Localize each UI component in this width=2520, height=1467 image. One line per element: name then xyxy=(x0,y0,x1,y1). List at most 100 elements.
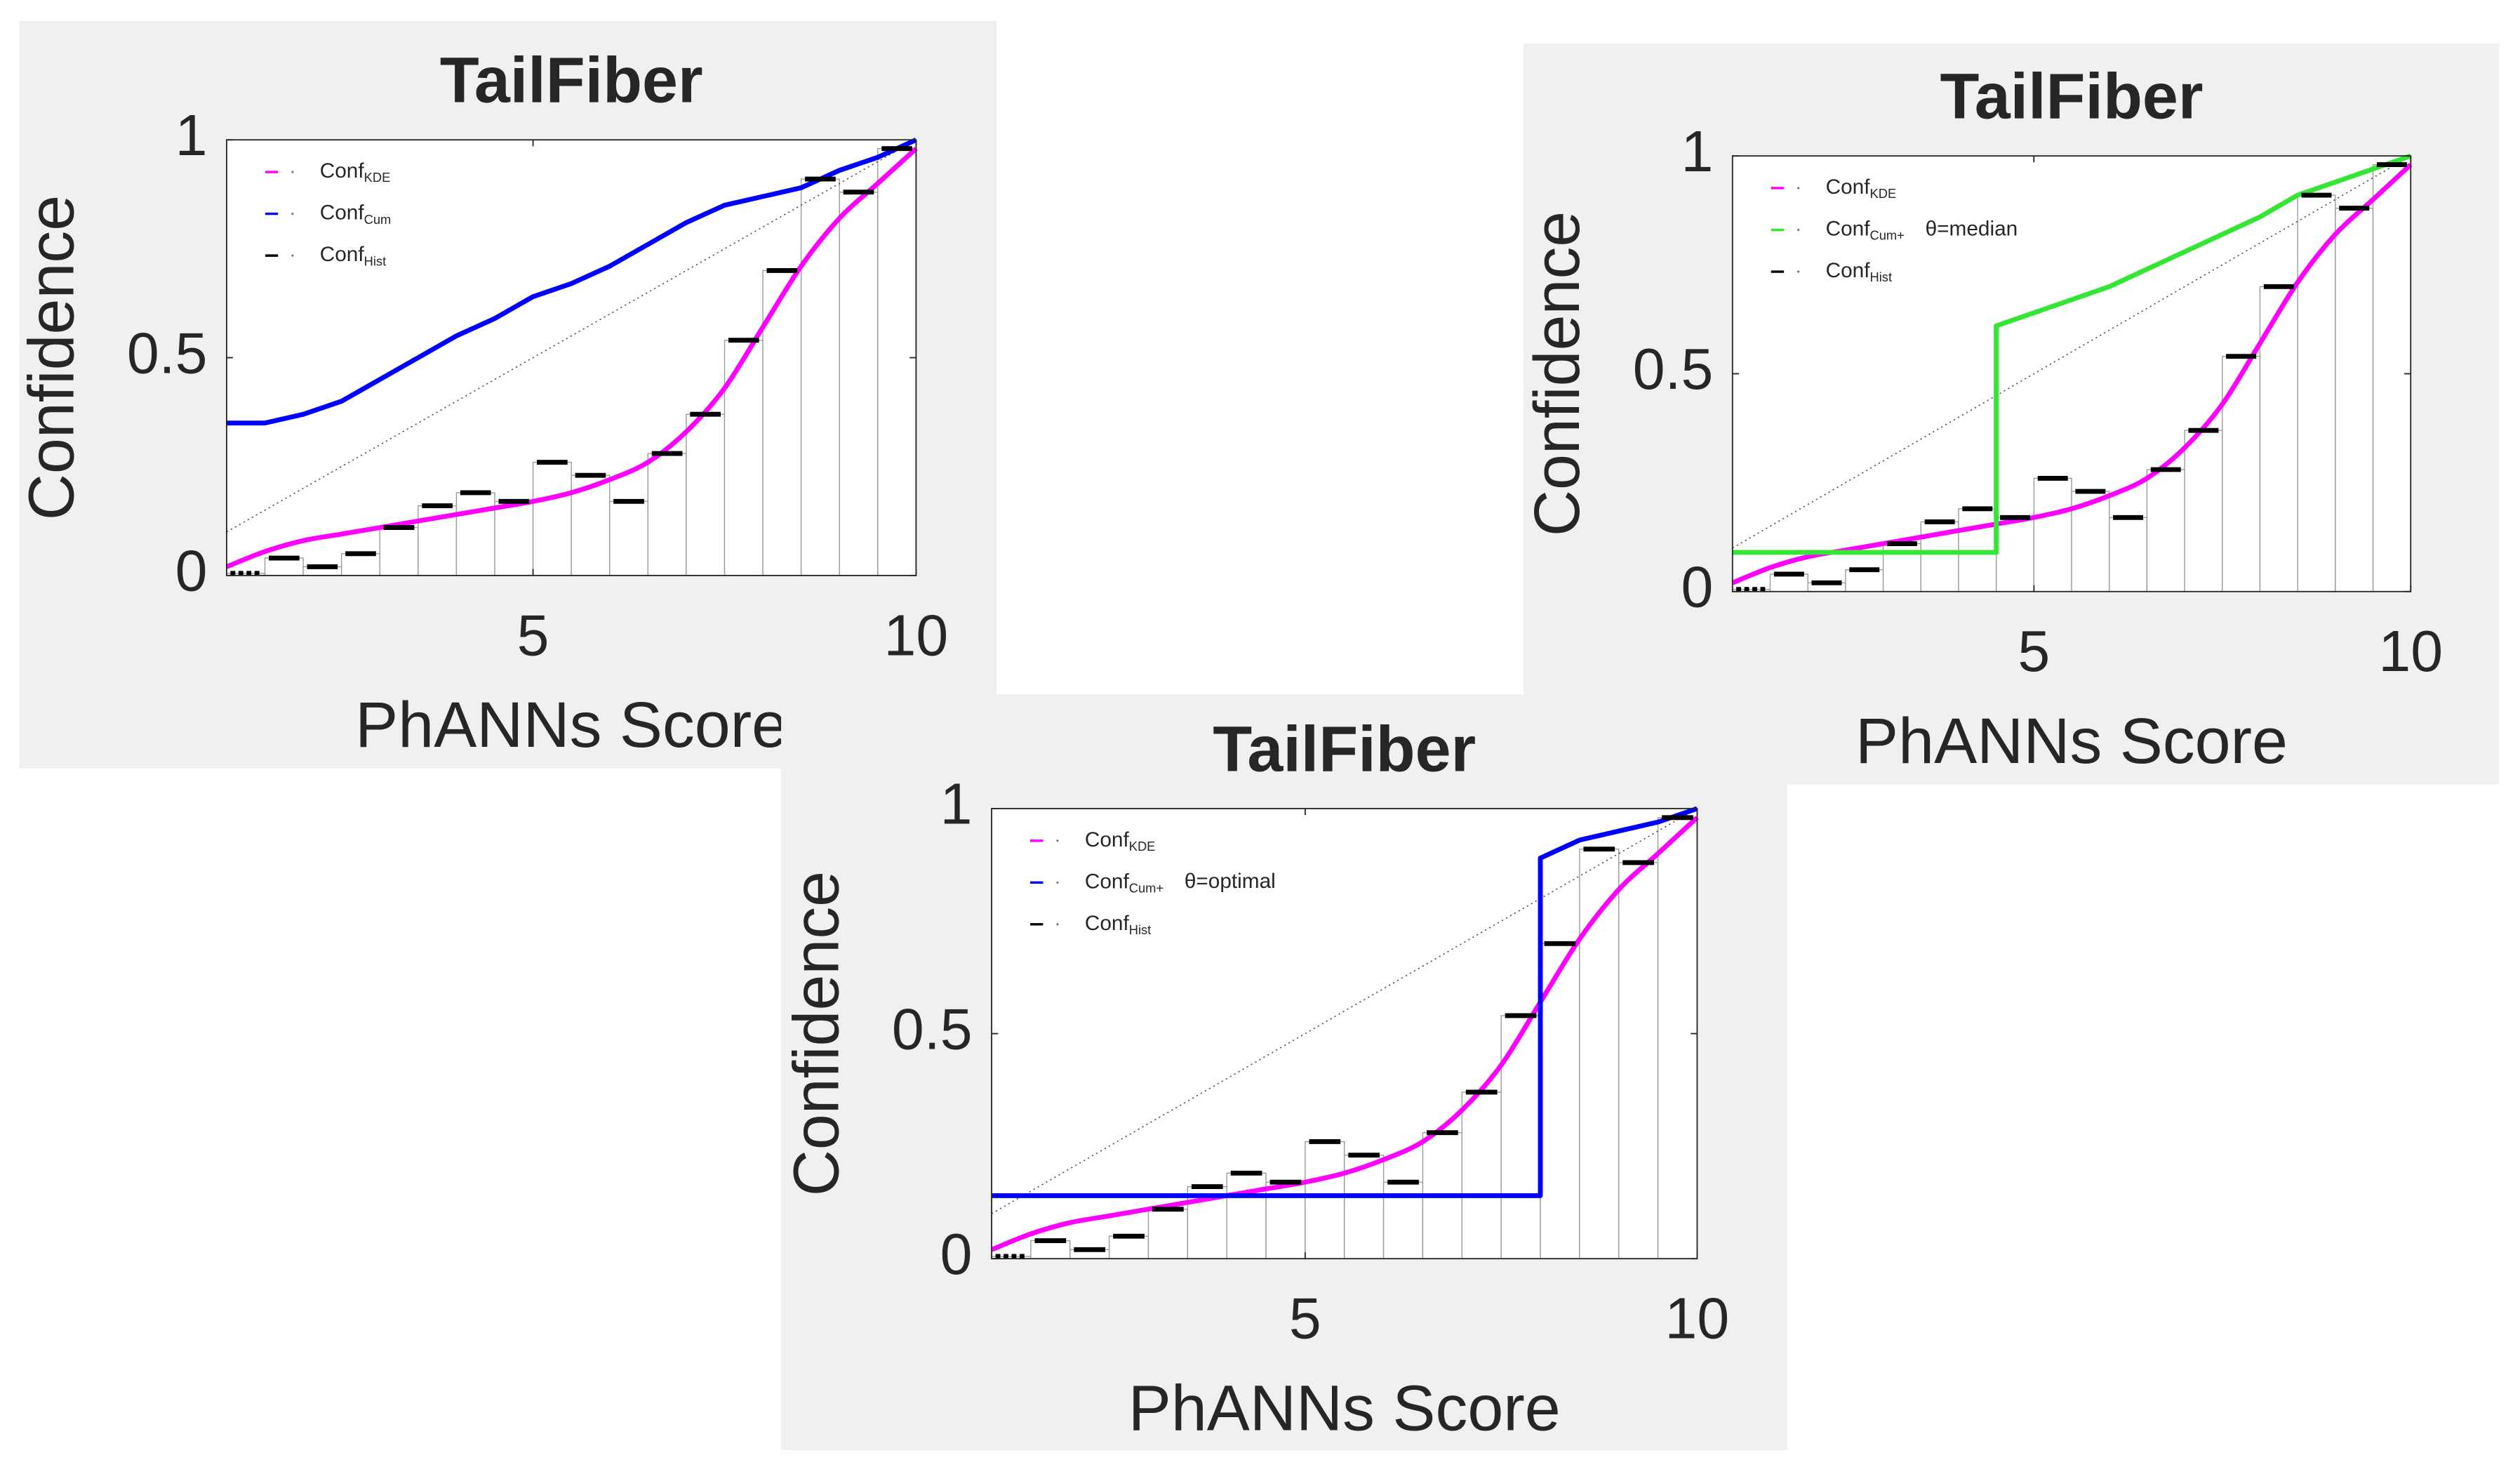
series-line xyxy=(226,138,917,426)
diagonal-line xyxy=(1732,155,2411,549)
legend-dot xyxy=(1056,923,1059,926)
hist-bar xyxy=(1995,517,2035,592)
legend-dot xyxy=(1797,270,1800,273)
legend-subscript: Cum+ xyxy=(1870,227,1905,242)
chart-panel: 0 0.5 1 5 10 TailFiber PhANNs Score Confidence C… xyxy=(15,20,996,769)
y-tick-label: 0.5 xyxy=(1633,337,1714,401)
legend-name: Conf xyxy=(1085,870,1130,893)
x-tick-label: 10 xyxy=(1665,1287,1730,1351)
hist-bar xyxy=(455,492,495,576)
hist-bar xyxy=(379,526,419,576)
legend-label: ConfCum xyxy=(320,201,392,226)
legend-dot xyxy=(1056,839,1059,842)
legend-label: ConfHist xyxy=(1085,912,1151,937)
hist-bar xyxy=(2335,207,2374,592)
hist-bar xyxy=(264,557,304,576)
y-tick-label: 0 xyxy=(940,1222,973,1287)
series-line xyxy=(990,816,1699,1252)
x-tick-label: 5 xyxy=(1289,1287,1321,1351)
legend-name: Conf xyxy=(1826,259,1871,282)
hist-bar xyxy=(1657,817,1698,1259)
hist-bar xyxy=(1579,848,1620,1259)
x-axis-label: PhANNs Score xyxy=(1855,705,2288,777)
legend-name: Conf xyxy=(1826,175,1871,199)
y-axis-label: Confidence xyxy=(15,195,87,520)
legend-name: Conf xyxy=(320,159,365,182)
y-tick-label: 0 xyxy=(1681,555,1713,620)
legend-dot xyxy=(1797,187,1800,190)
legend-subscript: Hist xyxy=(1129,922,1152,937)
legend-subscript: Hist xyxy=(1870,270,1893,284)
hist-bar xyxy=(2033,477,2072,592)
hist-bar xyxy=(1845,569,1884,592)
chart-panel: 0 0.5 1 5 10 TailFiber PhANNs Score Confidence C… xyxy=(1521,43,2500,785)
legend-name: Conf xyxy=(1085,912,1130,935)
hist-bar xyxy=(1108,1235,1149,1259)
legend-label: ConfCum+ xyxy=(1085,870,1164,895)
hist-bar xyxy=(2184,430,2223,592)
x-tick-label: 5 xyxy=(2018,619,2050,684)
series-line xyxy=(992,806,1698,1198)
legend-name: Conf xyxy=(1826,217,1871,240)
chart-title: TailFiber xyxy=(1213,713,1476,785)
hist-bar xyxy=(647,453,687,576)
legend-name: Conf xyxy=(320,201,365,224)
chart-panel: 0 0.5 1 5 10 TailFiber PhANNs Score Confidence C… xyxy=(780,694,1787,1450)
series-line xyxy=(1732,153,2412,555)
legend-dot xyxy=(1056,881,1059,884)
hist-bar xyxy=(340,553,380,576)
hist-bar xyxy=(494,500,534,576)
hist-bar xyxy=(1305,1141,1345,1259)
legend-label: ConfHist xyxy=(1826,259,1892,284)
legend-label: ConfCum+ xyxy=(1826,217,1905,242)
legend-label: ConfKDE xyxy=(1085,828,1156,854)
hist-bar xyxy=(1226,1172,1267,1259)
hist-bar xyxy=(609,500,649,576)
legend-subscript: KDE xyxy=(364,170,391,185)
legend-label: ConfHist xyxy=(320,243,386,268)
chart-title: TailFiber xyxy=(440,45,703,117)
x-axis-label: PhANNs Score xyxy=(355,689,787,761)
hist-bar xyxy=(2297,194,2336,592)
legend-name: Conf xyxy=(320,243,365,266)
legend-annotation: θ=median xyxy=(1926,217,2018,240)
hist-bar xyxy=(532,461,572,576)
hist-bar xyxy=(686,413,726,576)
y-tick-label: 0 xyxy=(175,539,208,604)
legend-dot xyxy=(291,212,294,215)
hist-bar xyxy=(1618,862,1659,1259)
legend-subscript: KDE xyxy=(1870,186,1897,201)
legend-annotation: θ=optimal xyxy=(1185,870,1276,893)
x-tick-label: 5 xyxy=(517,603,549,668)
hist-bar xyxy=(800,178,840,576)
hist-bar xyxy=(2109,517,2148,592)
y-tick-label: 1 xyxy=(940,772,973,837)
hist-bar xyxy=(839,192,879,576)
hist-bar xyxy=(2372,164,2411,592)
legend-subscript: Cum xyxy=(364,212,392,227)
series-line xyxy=(1731,163,2413,585)
legend-subscript: Cum+ xyxy=(1129,880,1164,895)
hist-bar xyxy=(1769,573,1808,592)
diagonal-line xyxy=(991,808,1698,1214)
hist-bar xyxy=(2146,469,2185,592)
diagonal-line xyxy=(226,139,916,533)
legend-label: ConfKDE xyxy=(320,159,391,185)
y-tick-label: 1 xyxy=(1681,119,1713,184)
hist-bar xyxy=(1500,1015,1541,1259)
y-axis-label: Confidence xyxy=(780,871,852,1196)
x-axis-label: PhANNs Score xyxy=(1128,1372,1561,1444)
x-tick-label: 10 xyxy=(884,603,949,668)
legend-subscript: KDE xyxy=(1129,839,1156,854)
legend-dot xyxy=(291,254,294,257)
legend-name: Conf xyxy=(1085,828,1130,851)
series-line xyxy=(225,147,918,569)
y-tick-label: 1 xyxy=(175,103,208,168)
legend-label: ConfKDE xyxy=(1826,175,1897,201)
hist-bar xyxy=(1030,1240,1071,1259)
x-tick-label: 10 xyxy=(2378,619,2443,684)
y-tick-label: 0.5 xyxy=(127,321,208,385)
y-tick-label: 0.5 xyxy=(892,997,973,1061)
hist-bar xyxy=(1461,1091,1502,1259)
